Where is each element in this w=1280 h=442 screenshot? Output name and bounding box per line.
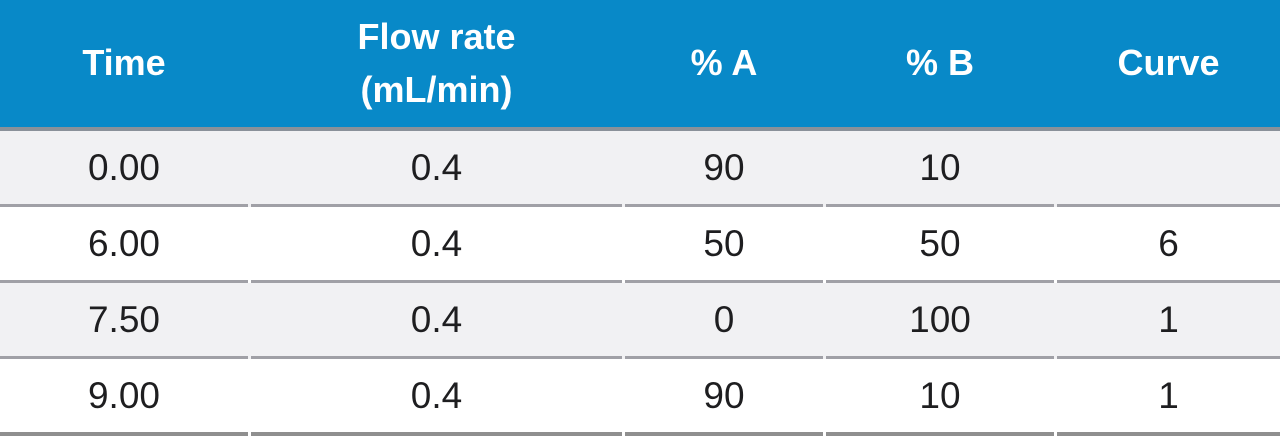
table-row: 9.00 0.4 90 10 1 [0, 359, 1280, 436]
column-header-time: Time [82, 42, 166, 84]
cell-pct-b: 10 [826, 359, 1054, 436]
cell-flow-rate: 0.4 [251, 283, 622, 359]
cell-time: 6.00 [0, 207, 248, 283]
flow-rate-label-line2: (mL/min) [360, 68, 513, 110]
cell-time: 0.00 [0, 131, 248, 207]
cell-time: 7.50 [0, 283, 248, 359]
flow-rate-label-line1: Flow rate [357, 16, 516, 58]
cell-curve [1057, 131, 1280, 207]
column-header-flow-rate: Flow rate (mL/min) [251, 0, 622, 127]
cell-flow-rate: 0.4 [251, 359, 622, 436]
cell-pct-a: 90 [625, 359, 823, 436]
cell-pct-a: 90 [625, 131, 823, 207]
column-header-pct-a: % A [690, 42, 758, 84]
cell-pct-a: 50 [625, 207, 823, 283]
cell-pct-a: 0 [625, 283, 823, 359]
table-header-row: Time Flow rate (mL/min) % A % B Curve [0, 0, 1280, 131]
table-row: 7.50 0.4 0 100 1 [0, 283, 1280, 359]
cell-curve: 1 [1057, 359, 1280, 436]
cell-time: 9.00 [0, 359, 248, 436]
column-header-pct-b: % B [905, 42, 974, 84]
column-header-curve: Curve [1117, 42, 1220, 84]
cell-curve: 6 [1057, 207, 1280, 283]
cell-pct-b: 100 [826, 283, 1054, 359]
cell-flow-rate: 0.4 [251, 207, 622, 283]
table-row: 6.00 0.4 50 50 6 [0, 207, 1280, 283]
cell-curve: 1 [1057, 283, 1280, 359]
cell-pct-b: 50 [826, 207, 1054, 283]
table-row: 0.00 0.4 90 10 [0, 131, 1280, 207]
cell-pct-b: 10 [826, 131, 1054, 207]
cell-flow-rate: 0.4 [251, 131, 622, 207]
